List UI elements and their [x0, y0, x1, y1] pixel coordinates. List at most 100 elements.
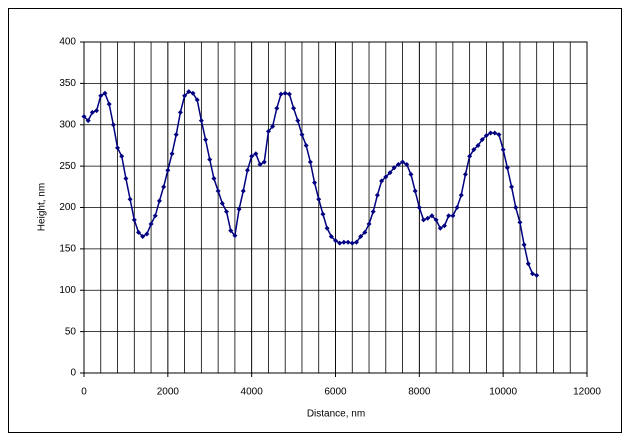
data-point: [328, 233, 334, 239]
data-point: [81, 113, 87, 119]
data-point: [345, 239, 351, 245]
data-point: [509, 184, 515, 190]
data-point: [119, 153, 125, 159]
data-point: [207, 157, 213, 163]
data-point: [244, 167, 250, 173]
data-point: [286, 91, 292, 97]
data-point: [383, 174, 389, 180]
data-point: [312, 180, 318, 186]
data-point: [530, 271, 536, 277]
data-point: [412, 188, 418, 194]
data-point: [182, 93, 188, 99]
data-point: [500, 147, 506, 153]
data-point: [475, 142, 481, 148]
data-point: [257, 161, 263, 167]
x-tick-label: 8000: [408, 387, 431, 398]
data-point: [534, 272, 540, 278]
data-point: [366, 221, 372, 227]
data-point: [115, 145, 121, 151]
data-point: [316, 196, 322, 202]
y-tick-label: 300: [59, 119, 76, 130]
data-point: [467, 153, 473, 159]
data-point: [496, 132, 502, 138]
data-point: [169, 151, 175, 157]
x-tick-label: 10000: [489, 387, 517, 398]
data-point: [374, 192, 380, 198]
data-point: [249, 153, 255, 159]
data-point: [161, 184, 167, 190]
data-point: [421, 217, 427, 223]
data-point: [492, 130, 498, 136]
data-point: [203, 137, 209, 143]
data-point: [324, 225, 330, 231]
data-point: [278, 91, 284, 97]
data-point: [425, 215, 431, 221]
data-point: [454, 205, 460, 210]
y-tick-label: 0: [70, 368, 76, 379]
data-point: [98, 93, 104, 99]
data-point: [450, 213, 456, 219]
data-point: [186, 89, 192, 95]
data-point: [127, 196, 133, 202]
data-point: [433, 217, 439, 223]
x-axis-label: Distance, nm: [307, 409, 365, 420]
data-point: [437, 225, 443, 231]
data-point: [295, 118, 301, 124]
data-point: [190, 90, 196, 96]
data-point: [333, 238, 338, 244]
data-point: [123, 176, 129, 182]
data-point: [483, 133, 489, 139]
data-point: [198, 118, 204, 124]
data-point: [441, 223, 447, 229]
y-tick-label: 50: [65, 326, 77, 337]
data-point: [303, 142, 309, 148]
data-point: [148, 221, 154, 227]
data-point: [488, 130, 494, 136]
data-point: [462, 171, 468, 177]
data-point: [349, 240, 355, 246]
data-point: [89, 109, 95, 115]
data-point: [471, 147, 477, 153]
data-point: [156, 198, 162, 204]
data-point: [341, 239, 347, 245]
data-point: [135, 229, 141, 235]
data-point: [140, 233, 146, 239]
data-point: [391, 165, 397, 171]
data-point: [236, 206, 242, 212]
data-point: [291, 105, 297, 111]
data-point: [173, 132, 179, 138]
data-point: [408, 171, 414, 177]
x-tick-label: 2000: [157, 387, 180, 398]
data-point: [353, 239, 359, 245]
data-point: [337, 240, 343, 246]
data-point: [429, 213, 435, 219]
plot-border: [83, 41, 588, 374]
data-point: [458, 192, 464, 198]
data-point: [525, 261, 531, 267]
data-point: [110, 122, 116, 128]
data-point: [517, 219, 523, 225]
data-point: [395, 161, 401, 167]
y-tick-label: 200: [59, 202, 76, 213]
data-point: [274, 105, 280, 111]
data-point: [307, 159, 313, 165]
y-tick-label: 150: [59, 244, 76, 255]
data-point: [228, 228, 234, 234]
data-point: [102, 90, 108, 96]
x-tick-label: 0: [81, 387, 87, 398]
data-point: [270, 123, 276, 129]
data-point: [320, 211, 326, 217]
data-point: [94, 108, 100, 114]
data-point: [224, 209, 230, 215]
data-point: [362, 229, 368, 235]
data-point: [165, 167, 171, 173]
data-point: [194, 97, 200, 103]
data-point: [152, 213, 158, 219]
data-point: [370, 209, 376, 215]
data-point: [400, 159, 406, 165]
data-point: [106, 101, 112, 107]
data-point: [387, 170, 393, 176]
data-point: [513, 205, 519, 210]
data-point: [299, 132, 305, 138]
